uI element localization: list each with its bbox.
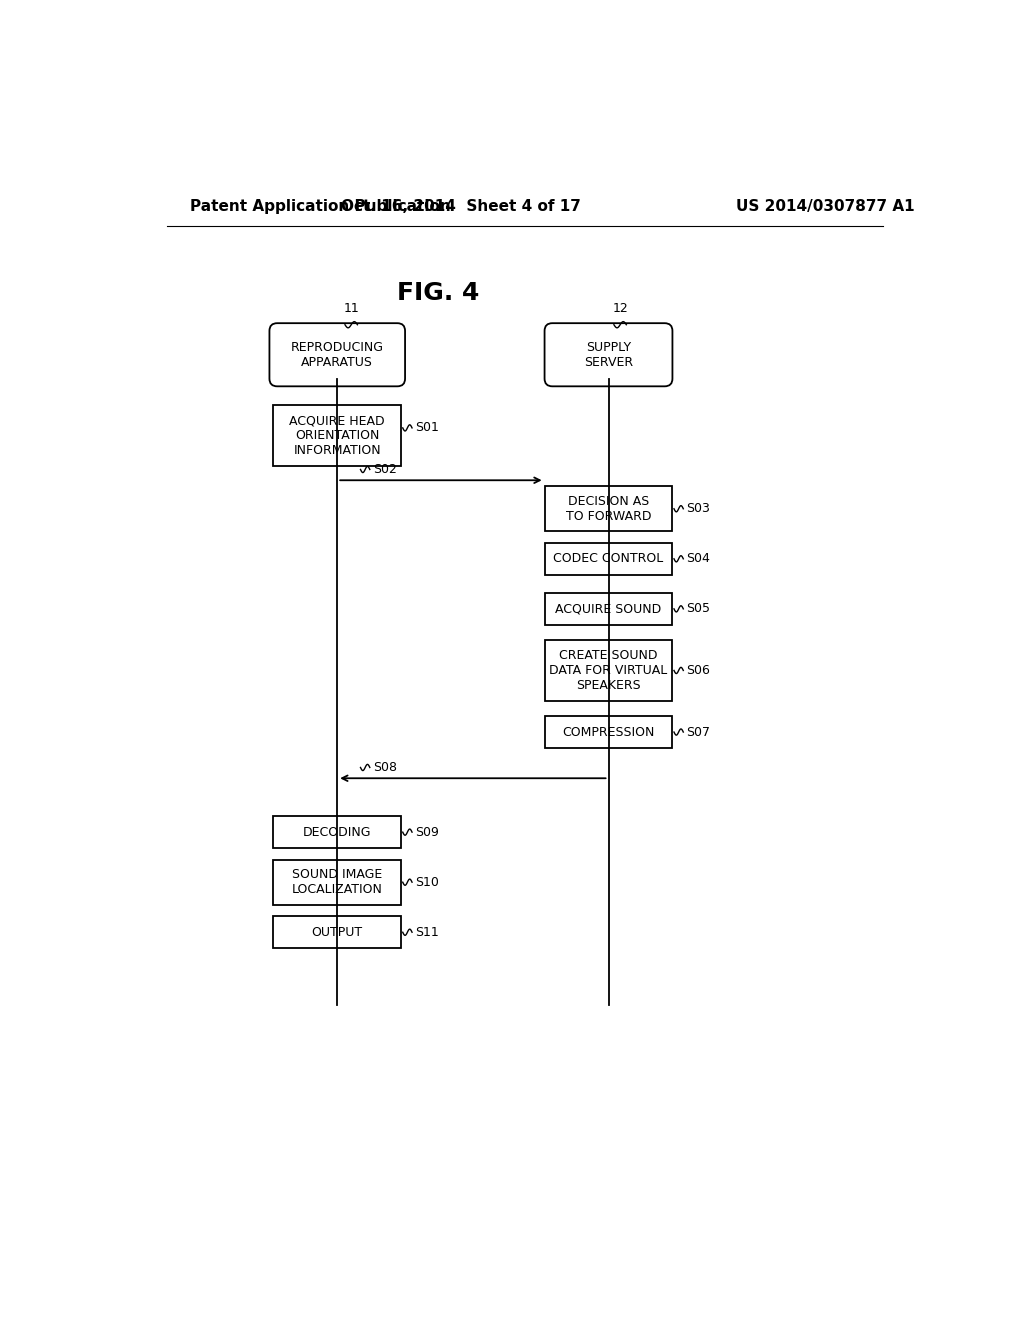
Text: DECISION AS
TO FORWARD: DECISION AS TO FORWARD bbox=[565, 495, 651, 523]
Text: FIG. 4: FIG. 4 bbox=[397, 281, 479, 305]
Text: SUPPLY
SERVER: SUPPLY SERVER bbox=[584, 341, 633, 368]
Text: S02: S02 bbox=[373, 463, 396, 477]
Text: S04: S04 bbox=[686, 552, 711, 565]
Text: REPRODUCING
APPARATUS: REPRODUCING APPARATUS bbox=[291, 341, 384, 368]
Text: S09: S09 bbox=[415, 825, 439, 838]
Text: ACQUIRE HEAD
ORIENTATION
INFORMATION: ACQUIRE HEAD ORIENTATION INFORMATION bbox=[290, 414, 385, 457]
Text: CREATE SOUND
DATA FOR VIRTUAL
SPEAKERS: CREATE SOUND DATA FOR VIRTUAL SPEAKERS bbox=[549, 649, 668, 692]
Text: S01: S01 bbox=[415, 421, 439, 434]
Text: Patent Application Publication: Patent Application Publication bbox=[190, 198, 451, 214]
Bar bbox=[273, 816, 401, 849]
Text: OUTPUT: OUTPUT bbox=[311, 925, 362, 939]
Bar bbox=[545, 593, 673, 626]
Text: S08: S08 bbox=[373, 760, 397, 774]
Text: SOUND IMAGE
LOCALIZATION: SOUND IMAGE LOCALIZATION bbox=[292, 869, 383, 896]
Text: ACQUIRE SOUND: ACQUIRE SOUND bbox=[555, 602, 662, 615]
Text: 12: 12 bbox=[612, 302, 628, 315]
Bar bbox=[545, 487, 673, 531]
Bar bbox=[545, 543, 673, 576]
Text: CODEC CONTROL: CODEC CONTROL bbox=[553, 552, 664, 565]
Bar bbox=[273, 859, 401, 904]
Text: US 2014/0307877 A1: US 2014/0307877 A1 bbox=[736, 198, 914, 214]
Text: S06: S06 bbox=[686, 664, 711, 677]
FancyBboxPatch shape bbox=[269, 323, 406, 387]
Bar bbox=[273, 916, 401, 948]
Text: Oct. 16, 2014  Sheet 4 of 17: Oct. 16, 2014 Sheet 4 of 17 bbox=[341, 198, 582, 214]
Text: 11: 11 bbox=[343, 302, 359, 315]
Text: S03: S03 bbox=[686, 502, 711, 515]
Text: S10: S10 bbox=[415, 875, 439, 888]
Bar bbox=[545, 715, 673, 748]
Text: DECODING: DECODING bbox=[303, 825, 372, 838]
Text: S07: S07 bbox=[686, 726, 711, 739]
Text: S05: S05 bbox=[686, 602, 711, 615]
Bar bbox=[273, 405, 401, 466]
Text: COMPRESSION: COMPRESSION bbox=[562, 726, 654, 739]
Bar bbox=[545, 640, 673, 701]
Text: S11: S11 bbox=[415, 925, 439, 939]
FancyBboxPatch shape bbox=[545, 323, 673, 387]
